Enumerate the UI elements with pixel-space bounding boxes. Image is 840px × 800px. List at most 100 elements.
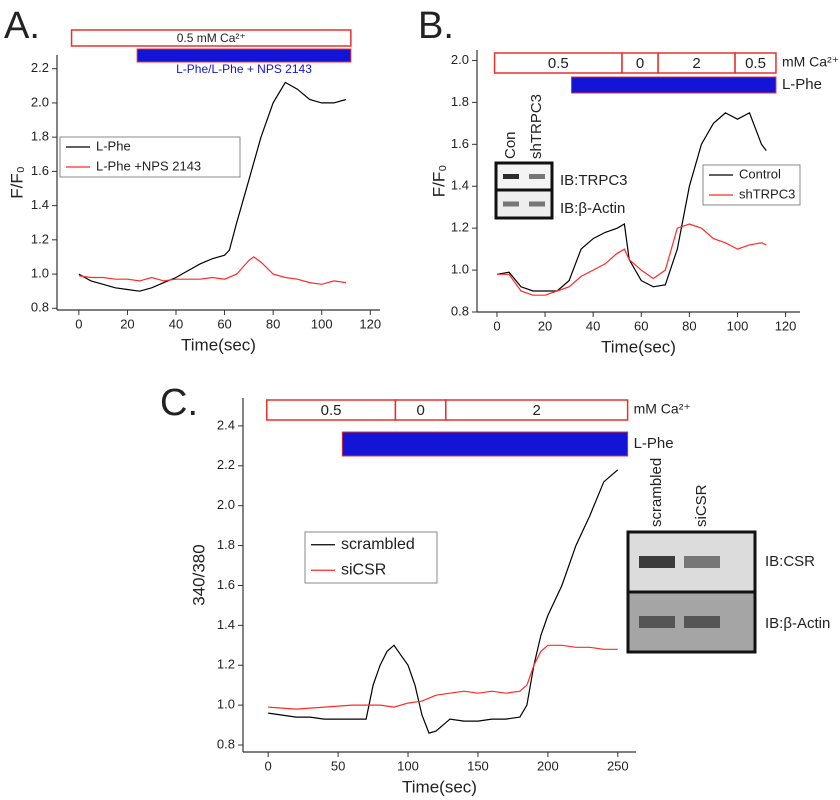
drug-bar-label: L-Phe [782, 76, 822, 93]
legend-box [304, 531, 438, 584]
blot-band [639, 616, 675, 628]
blot-band [503, 201, 519, 207]
legend-box [702, 164, 801, 206]
x-tick-label: 40 [586, 318, 600, 333]
blot-band [684, 616, 720, 628]
legend-label: L-Phe [96, 138, 131, 153]
calcium-bar-label: 0.5 [548, 55, 569, 72]
y-tick-label: 0.8 [217, 736, 235, 751]
legend-label: L-Phe +NPS 2143 [96, 158, 201, 173]
y-tick-label: 1.4 [451, 178, 469, 193]
lane-label: scrambled [648, 458, 665, 527]
y-tick-label: 2.0 [451, 52, 469, 67]
legend-label: siCSR [341, 561, 386, 578]
y-axis-title: F/F₀ [7, 166, 26, 199]
blot-band [639, 556, 675, 568]
y-tick-label: 2.2 [217, 457, 235, 472]
legend-box [59, 136, 241, 178]
calcium-bar-label: 0.5 [745, 55, 766, 72]
drug-bar [341, 431, 629, 457]
drug-bar-label: L-Phe [634, 435, 674, 452]
y-tick-label: 1.6 [31, 163, 49, 178]
y-tick-label: 1.2 [451, 220, 469, 235]
calcium-bar-label: 0 [416, 402, 424, 419]
legend-label: scrambled [341, 536, 415, 553]
blot-band [503, 174, 519, 179]
series-line [78, 256, 347, 285]
x-tick-label: 40 [169, 316, 183, 331]
y-tick-label: 1.0 [31, 265, 49, 280]
x-tick-label: 120 [775, 318, 797, 333]
x-tick-label: 100 [727, 318, 749, 333]
calcium-bar [445, 399, 629, 421]
x-tick-label: 250 [607, 758, 629, 773]
row-label: IB:CSR [765, 553, 815, 570]
x-tick-label: 50 [331, 758, 345, 773]
x-tick-label: 150 [467, 758, 489, 773]
y-tick-label: 1.6 [451, 136, 469, 151]
series-line [497, 223, 767, 296]
series-line [268, 644, 618, 710]
panel-label: A. [4, 5, 40, 47]
x-tick-label: 0 [265, 758, 272, 773]
y-axis-title: F/F₀ [429, 165, 448, 198]
blot-band [529, 201, 545, 207]
lane-label: shTRPC3 [528, 94, 545, 159]
y-tick-label: 1.8 [31, 129, 49, 144]
calcium-bar [70, 29, 352, 47]
y-tick-label: 1.0 [217, 697, 235, 712]
row-label: IB:β-Actin [560, 200, 625, 217]
calcium-bar-label: 2 [533, 402, 541, 419]
x-axis-title: Time(sec) [402, 777, 477, 796]
blot-band [684, 556, 720, 568]
x-tick-label: 120 [359, 316, 381, 331]
calcium-bar-label: 0.5 [321, 402, 342, 419]
y-tick-label: 2.0 [217, 497, 235, 512]
y-tick-label: 1.6 [217, 577, 235, 592]
x-axis-title: Time(sec) [601, 337, 676, 356]
drug-bar [136, 48, 352, 63]
x-tick-label: 0 [493, 318, 500, 333]
y-axis-title: 340/380 [189, 544, 208, 605]
panel-label: B. [418, 5, 454, 47]
series-line [78, 81, 347, 292]
y-tick-label: 2.4 [217, 417, 235, 432]
y-tick-label: 1.2 [31, 231, 49, 246]
calcium-bar-label: 2 [692, 55, 700, 72]
y-tick-label: 1.4 [31, 197, 49, 212]
y-tick-label: 0.8 [451, 303, 469, 318]
y-tick-label: 1.8 [451, 94, 469, 109]
calcium-unit: mM Ca²⁺ [782, 54, 839, 70]
x-tick-label: 20 [538, 318, 552, 333]
blot-band [529, 174, 545, 179]
x-tick-label: 80 [266, 316, 280, 331]
y-tick-label: 1.0 [451, 262, 469, 277]
calcium-bar-label: 0 [636, 55, 644, 72]
x-tick-label: 80 [682, 318, 696, 333]
x-tick-label: 20 [120, 316, 134, 331]
y-tick-label: 2.0 [31, 94, 49, 109]
legend-label: Control [739, 166, 781, 181]
drug-bar [571, 76, 777, 94]
calcium-bar-label: 0.5 mM Ca²⁺ [177, 31, 246, 45]
row-label: IB:β-Actin [765, 615, 830, 632]
y-tick-label: 0.8 [31, 300, 49, 315]
drug-bar-label: L-Phe/L-Phe + NPS 2143 [176, 62, 312, 76]
legend-label: shTRPC3 [739, 186, 795, 201]
x-tick-label: 100 [397, 758, 419, 773]
x-tick-label: 100 [311, 316, 333, 331]
x-tick-label: 60 [634, 318, 648, 333]
calcium-unit: mM Ca²⁺ [634, 401, 691, 417]
x-tick-label: 0 [75, 316, 82, 331]
x-axis-title: Time(sec) [181, 335, 256, 354]
calcium-bar [734, 52, 777, 74]
y-tick-label: 2.2 [31, 60, 49, 75]
x-tick-label: 60 [217, 316, 231, 331]
lane-label: siCSR [693, 484, 710, 527]
y-tick-label: 1.2 [217, 657, 235, 672]
lane-label: Con [502, 131, 519, 159]
series-line [268, 469, 619, 734]
panel-label: C. [160, 382, 198, 424]
x-tick-label: 200 [537, 758, 559, 773]
y-tick-label: 1.4 [217, 617, 235, 632]
